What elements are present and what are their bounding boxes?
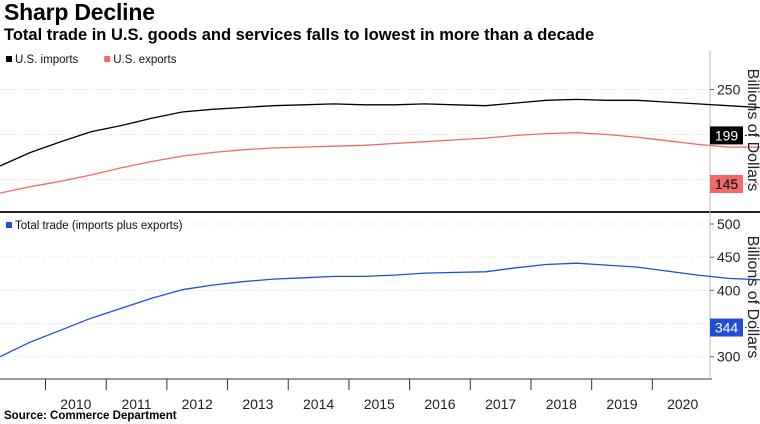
value-badge: [710, 318, 743, 337]
x-tick-label: 2018: [546, 396, 577, 412]
x-tick-label: 2012: [182, 396, 213, 412]
series-line-u-s-imports: [0, 98, 760, 167]
x-tick-label: 2015: [364, 396, 395, 412]
chart-title: Sharp Decline: [4, 0, 155, 25]
series-line-total-trade-imports-plus-exports: [0, 262, 760, 358]
x-tick-label: 2013: [242, 396, 273, 412]
source-note: Source: Commerce Department: [4, 410, 177, 422]
value-badge-label: 344: [715, 320, 739, 336]
x-tick-label: 2019: [606, 396, 637, 412]
legend-label: U.S. exports: [113, 54, 177, 66]
value-badge: [710, 175, 743, 193]
x-tick-label: 2017: [485, 396, 516, 412]
y-tick-label: 300: [717, 349, 741, 365]
chart-subtitle: Total trade in U.S. goods and services f…: [4, 26, 595, 44]
value-badge-label: 145: [715, 176, 739, 192]
y-axis-title: Billions of Dollars: [744, 236, 760, 359]
x-tick-label: 2016: [424, 396, 455, 412]
x-tick-label: 2014: [303, 396, 334, 412]
y-tick-label: 250: [717, 82, 741, 98]
legend-swatch: [6, 222, 12, 228]
x-tick-label: 2010: [60, 396, 91, 412]
x-tick-label: 2011: [121, 396, 151, 412]
y-tick-label: 450: [717, 249, 741, 265]
y-tick-label: 500: [717, 216, 741, 232]
value-badge-label: 199: [715, 127, 739, 143]
legend-swatch: [104, 56, 111, 62]
legend-swatch: [6, 56, 12, 62]
y-axis-title: Billions of Dollars: [744, 69, 760, 192]
value-badge: [710, 126, 743, 145]
series-line-u-s-exports: [0, 132, 760, 194]
y-tick-label: 400: [717, 282, 741, 298]
x-tick-label: 2020: [667, 396, 698, 412]
legend-label: U.S. imports: [15, 54, 79, 66]
legend-label: Total trade (imports plus exports): [15, 220, 183, 232]
